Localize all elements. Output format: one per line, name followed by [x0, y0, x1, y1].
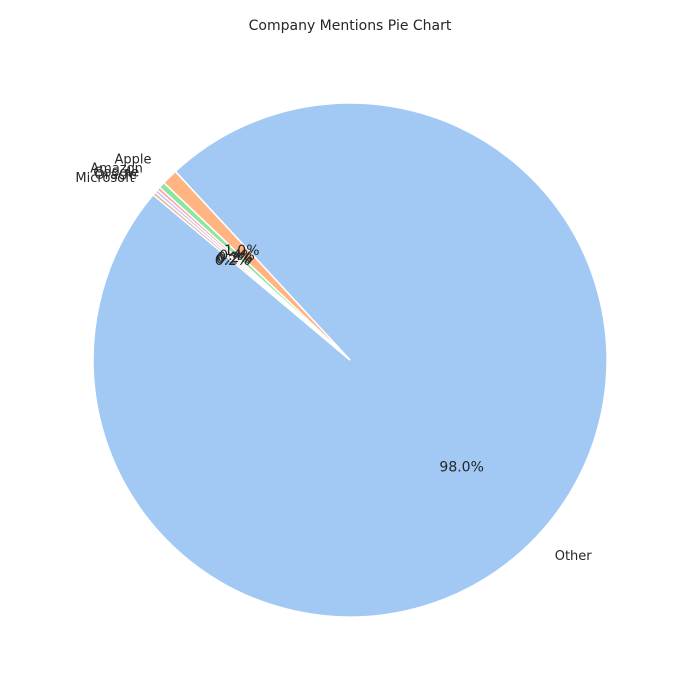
slice-label-apple: Apple: [114, 153, 151, 168]
slice-percent-google: 0.2%: [217, 250, 253, 266]
chart-title: Company Mentions Pie Chart: [249, 18, 452, 34]
pie-slices: [92, 102, 608, 618]
slice-label-google: Google: [93, 166, 139, 181]
slice-label-oracle: Oracle: [95, 168, 137, 183]
slice-percent-oracle: 0.2%: [216, 252, 252, 268]
slice-percent-amazon: 0.4%: [219, 248, 255, 264]
slice-label-microsoft: Microsoft: [75, 171, 134, 186]
slice-percent-microsoft: 0.2%: [215, 253, 251, 269]
slice-percent-apple: 1.0%: [224, 243, 260, 259]
slice-label-other: Other: [555, 549, 593, 564]
pie-labels: Other 98.0% Apple 1.0% Amazon 0.4% Google 0.2% O…: [75, 153, 592, 564]
pie-slice-other: [92, 102, 608, 618]
pie-slice-microsoft: [152, 191, 351, 361]
slice-label-amazon: Amazon: [90, 162, 143, 177]
slice-percent-other: 98.0%: [439, 459, 483, 475]
